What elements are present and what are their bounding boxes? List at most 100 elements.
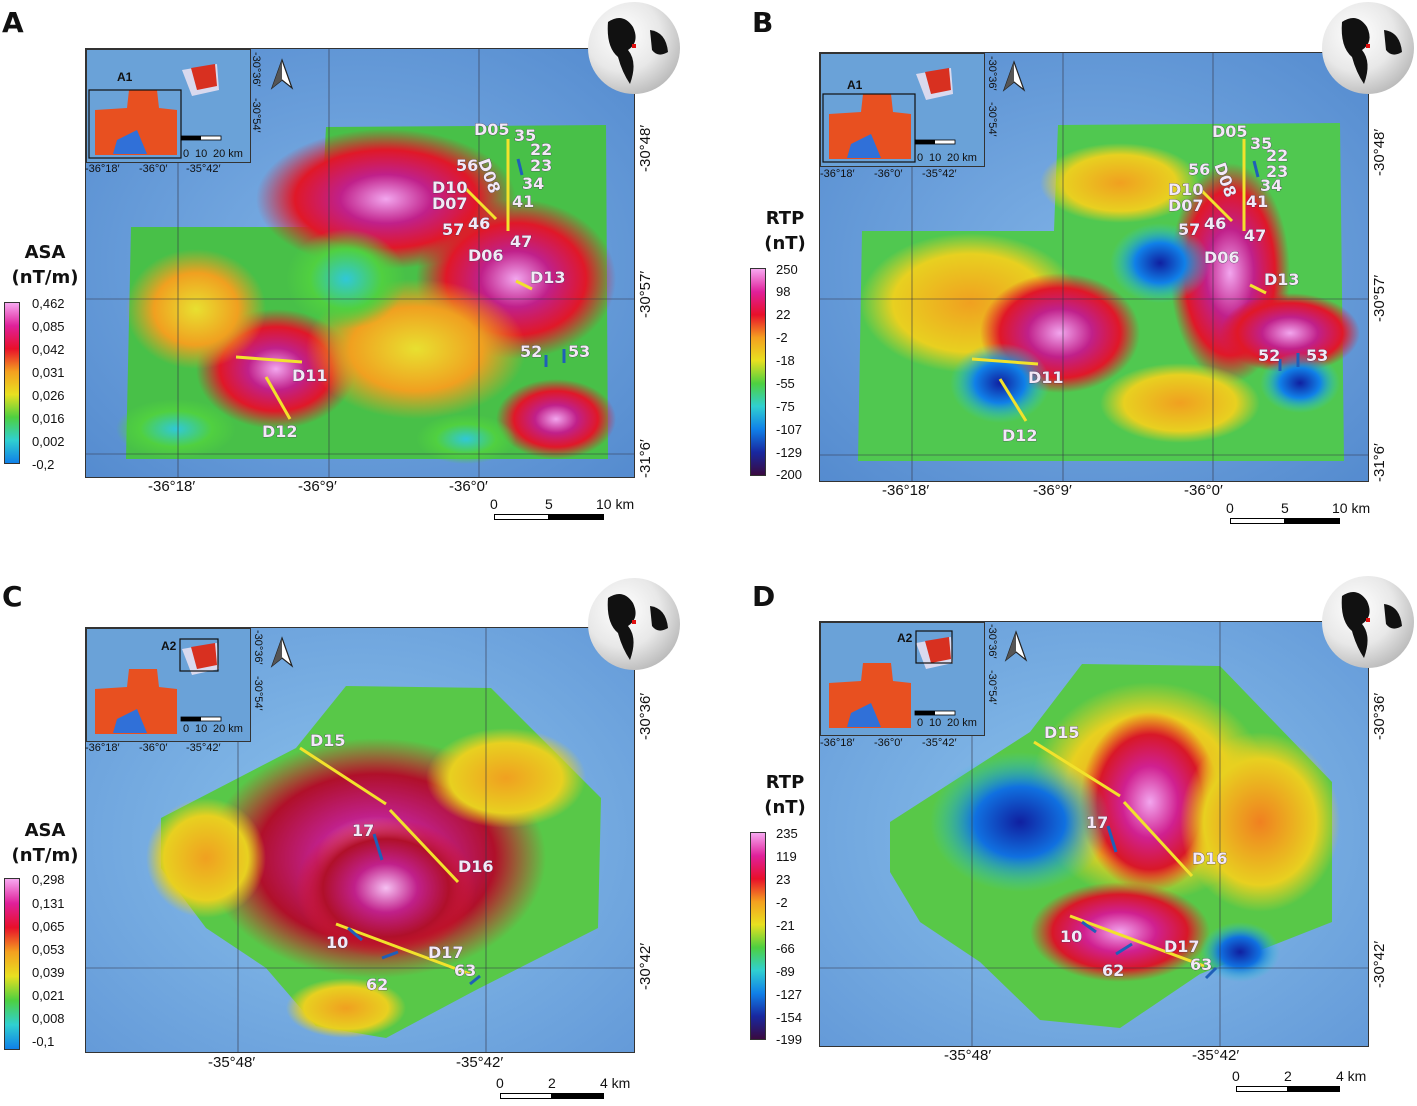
inset-label: A2 bbox=[897, 631, 913, 645]
scale-label: 2 bbox=[1284, 1068, 1292, 1084]
legend-tick: -200 bbox=[776, 467, 803, 482]
legend-title-d: RTP (nT) bbox=[740, 770, 830, 820]
well-markers bbox=[1081, 825, 1218, 980]
inset-y-tick: -30°54′ bbox=[986, 670, 998, 705]
well-markers bbox=[516, 158, 566, 367]
inset-y-tick: -30°36′ bbox=[986, 56, 998, 91]
scale-bar-b: 0 5 10 km bbox=[1226, 500, 1380, 530]
scale-label: 10 km bbox=[596, 496, 635, 512]
x-tick: -36°9′ bbox=[1033, 482, 1072, 499]
north-arrow-icon bbox=[270, 58, 294, 90]
panel-letter-c: C bbox=[2, 580, 23, 613]
scale-label: 0 bbox=[490, 496, 498, 512]
legend-tick: 235 bbox=[776, 826, 798, 841]
map-label: 46 bbox=[1204, 214, 1226, 233]
legend-colorbar bbox=[4, 302, 20, 464]
map-label: 41 bbox=[512, 192, 534, 211]
inset-map-a: A1 0 10 20 km bbox=[86, 49, 251, 163]
map-label: D12 bbox=[262, 422, 298, 441]
scale-label: 4 km bbox=[1336, 1068, 1367, 1084]
map-a: D05 35 22 23 56 D08 34 D10 D07 41 46 57 … bbox=[85, 48, 635, 478]
legend-colorbar bbox=[750, 268, 766, 476]
legend-tick: -2 bbox=[776, 895, 788, 910]
map-label: 41 bbox=[1246, 192, 1268, 211]
legend-tick: -199 bbox=[776, 1032, 803, 1047]
map-label: 57 bbox=[1178, 220, 1200, 239]
map-label: 46 bbox=[468, 214, 490, 233]
inset-scale-2: 20 km bbox=[213, 723, 243, 735]
feature-labels: D05 35 22 23 56 D08 34 D10 D07 41 46 57 … bbox=[262, 120, 591, 442]
legend-tick: -21 bbox=[776, 918, 795, 933]
legend-tick: 0,031 bbox=[32, 365, 65, 380]
legend-tick: 0,039 bbox=[32, 965, 65, 980]
scale-bar-a: 0 5 10 km bbox=[490, 496, 644, 526]
scale-label: 2 bbox=[548, 1075, 556, 1091]
legend-tick: -75 bbox=[776, 399, 795, 414]
y-tick: -30°36′ bbox=[637, 692, 654, 740]
scale-seg bbox=[552, 1093, 604, 1099]
legend-title-line2: (nT/m) bbox=[11, 267, 79, 288]
legend-b: RTP (nT) 250 98 22 -2 -18 -55 -75 -107 -… bbox=[740, 206, 850, 486]
inset-y-tick: -30°54′ bbox=[252, 676, 264, 711]
inset-x-tick: -36°0′ bbox=[874, 737, 903, 749]
map-label: 47 bbox=[510, 232, 532, 251]
north-arrow-icon bbox=[270, 636, 294, 668]
scale-seg bbox=[549, 514, 604, 520]
legend-tick: 0,053 bbox=[32, 942, 65, 957]
scale-label: 0 bbox=[496, 1075, 504, 1091]
legend-tick: -0,1 bbox=[32, 1034, 55, 1049]
inset-scale-0: 0 bbox=[917, 152, 924, 164]
legend-colorbar bbox=[750, 832, 766, 1040]
map-label: D05 bbox=[474, 120, 510, 139]
legend-tick: 119 bbox=[776, 849, 797, 864]
x-tick: -35°42′ bbox=[456, 1054, 504, 1071]
feature-labels: D15 17 D16 10 D17 62 63 bbox=[1044, 723, 1228, 981]
legend-d: RTP (nT) 235 119 23 -2 -21 -66 -89 -127 … bbox=[740, 770, 850, 1050]
inset-scale-1: 10 bbox=[195, 723, 208, 735]
map-label: D07 bbox=[432, 194, 468, 213]
well-markers bbox=[1252, 160, 1300, 371]
legend-tick: -107 bbox=[776, 422, 803, 437]
x-tick: -36°9′ bbox=[298, 478, 337, 495]
y-tick: -30°42′ bbox=[637, 942, 654, 990]
inset-scale-2: 20 km bbox=[947, 152, 977, 164]
anomaly-blobs bbox=[860, 143, 1360, 443]
map-label: 56 bbox=[456, 156, 478, 175]
map-label: 10 bbox=[1060, 927, 1082, 946]
map-label: 22 bbox=[1266, 146, 1288, 165]
inset-label: A2 bbox=[161, 639, 177, 653]
legend-tick: -127 bbox=[776, 987, 803, 1002]
map-label: 53 bbox=[568, 342, 590, 361]
scale-seg bbox=[500, 1093, 552, 1099]
y-tick: -30°36′ bbox=[1371, 692, 1388, 740]
scale-label: 5 bbox=[1281, 500, 1289, 516]
scale-label: 5 bbox=[545, 496, 553, 512]
inset-x-tick: -35°42′ bbox=[186, 163, 221, 175]
x-tick: -35°42′ bbox=[1192, 1047, 1240, 1064]
panel-letter-a: A bbox=[2, 6, 24, 39]
x-tick: -35°48′ bbox=[944, 1047, 992, 1064]
inset-label: A1 bbox=[117, 70, 133, 84]
map-label: D17 bbox=[428, 943, 464, 962]
anomaly-map-d: D15 17 D16 10 D17 62 63 bbox=[820, 622, 1368, 1046]
feature-labels: D05 35 22 23 56 D08 34 D10 D07 41 46 57 … bbox=[1002, 122, 1329, 446]
dike-lines bbox=[1033, 740, 1205, 968]
legend-tick: 250 bbox=[776, 262, 798, 277]
legend-title-line2: (nT/m) bbox=[11, 845, 79, 866]
north-arrow-icon bbox=[1004, 630, 1028, 662]
y-tick: -30°48′ bbox=[1371, 128, 1388, 176]
y-tick: -30°57′ bbox=[637, 270, 654, 318]
map-d: D15 17 D16 10 D17 62 63 A2 0 10 20 km bbox=[819, 621, 1369, 1047]
legend-tick: 0,065 bbox=[32, 919, 65, 934]
inset-x-tick: -35°42′ bbox=[922, 737, 957, 749]
legend-tick: -55 bbox=[776, 376, 795, 391]
scale-label: 0 bbox=[1232, 1068, 1240, 1084]
legend-c: ASA (nT/m) 0,298 0,131 0,065 0,053 0,039… bbox=[0, 818, 110, 1058]
map-label: 52 bbox=[1258, 346, 1280, 365]
scale-label: 0 bbox=[1226, 500, 1234, 516]
legend-tick: 0,021 bbox=[32, 988, 65, 1003]
map-label: 56 bbox=[1188, 160, 1210, 179]
anomaly-blobs bbox=[116, 129, 616, 464]
x-tick: -36°18′ bbox=[148, 478, 196, 495]
map-label: D13 bbox=[1264, 270, 1300, 289]
